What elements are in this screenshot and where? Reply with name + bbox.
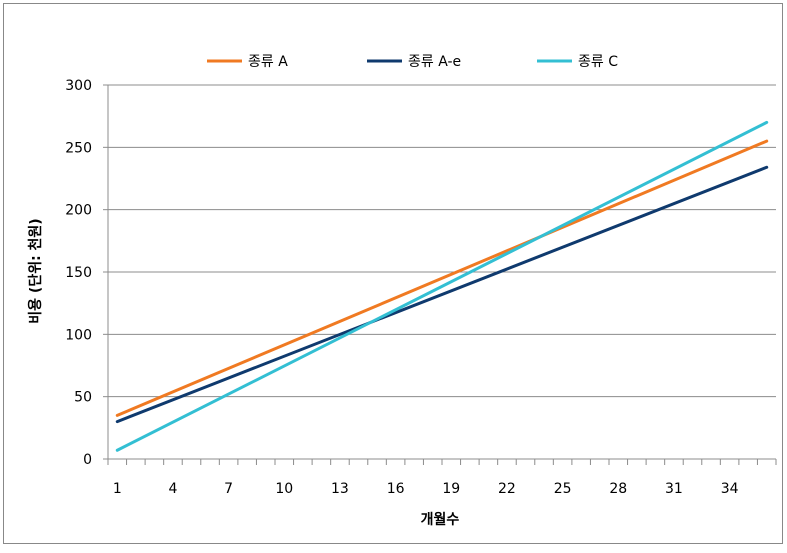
chart-border [3,3,783,544]
axes [103,84,777,465]
x-tick-label: 25 [554,481,572,497]
legend-label: 종류 A-e [408,54,461,70]
y-tick-label: 300 [65,78,92,94]
x-tick-label: 10 [275,481,293,497]
legend: 종류 A 종류 A-e 종류 C [207,54,618,70]
series-lines [115,120,769,452]
y-tick-labels: 0 50 100 150 200 250 300 [65,78,92,468]
y-axis-title: 비용 (단위: 천원) [27,218,44,323]
y-tick-label: 50 [74,390,92,406]
x-tick-label: 19 [442,481,460,497]
legend-label: 종류 A [248,54,288,70]
x-tick-label: 22 [498,481,516,497]
x-tick-label: 4 [168,481,177,497]
series-line [115,139,769,417]
x-tick-label: 1 [113,481,122,497]
x-axis-title: 개월수 [421,511,460,528]
x-tick-label: 13 [331,481,349,497]
series-line [115,120,769,452]
y-tick-label: 150 [65,265,92,281]
legend-label: 종류 C [578,54,618,70]
y-tick-label: 200 [65,203,92,219]
y-tick-label: 250 [65,140,92,156]
x-tick-label: 7 [224,481,233,497]
x-tick-label: 16 [387,481,405,497]
x-tick-label: 31 [665,481,683,497]
x-tick-label: 34 [721,481,739,497]
series-line [115,165,769,424]
gridlines [108,84,776,398]
x-tick-labels: 1 4 7 10 13 16 19 22 25 28 31 34 [113,481,739,497]
y-tick-label: 0 [83,452,92,468]
x-tick-label: 28 [609,481,627,497]
y-tick-label: 100 [65,327,92,343]
